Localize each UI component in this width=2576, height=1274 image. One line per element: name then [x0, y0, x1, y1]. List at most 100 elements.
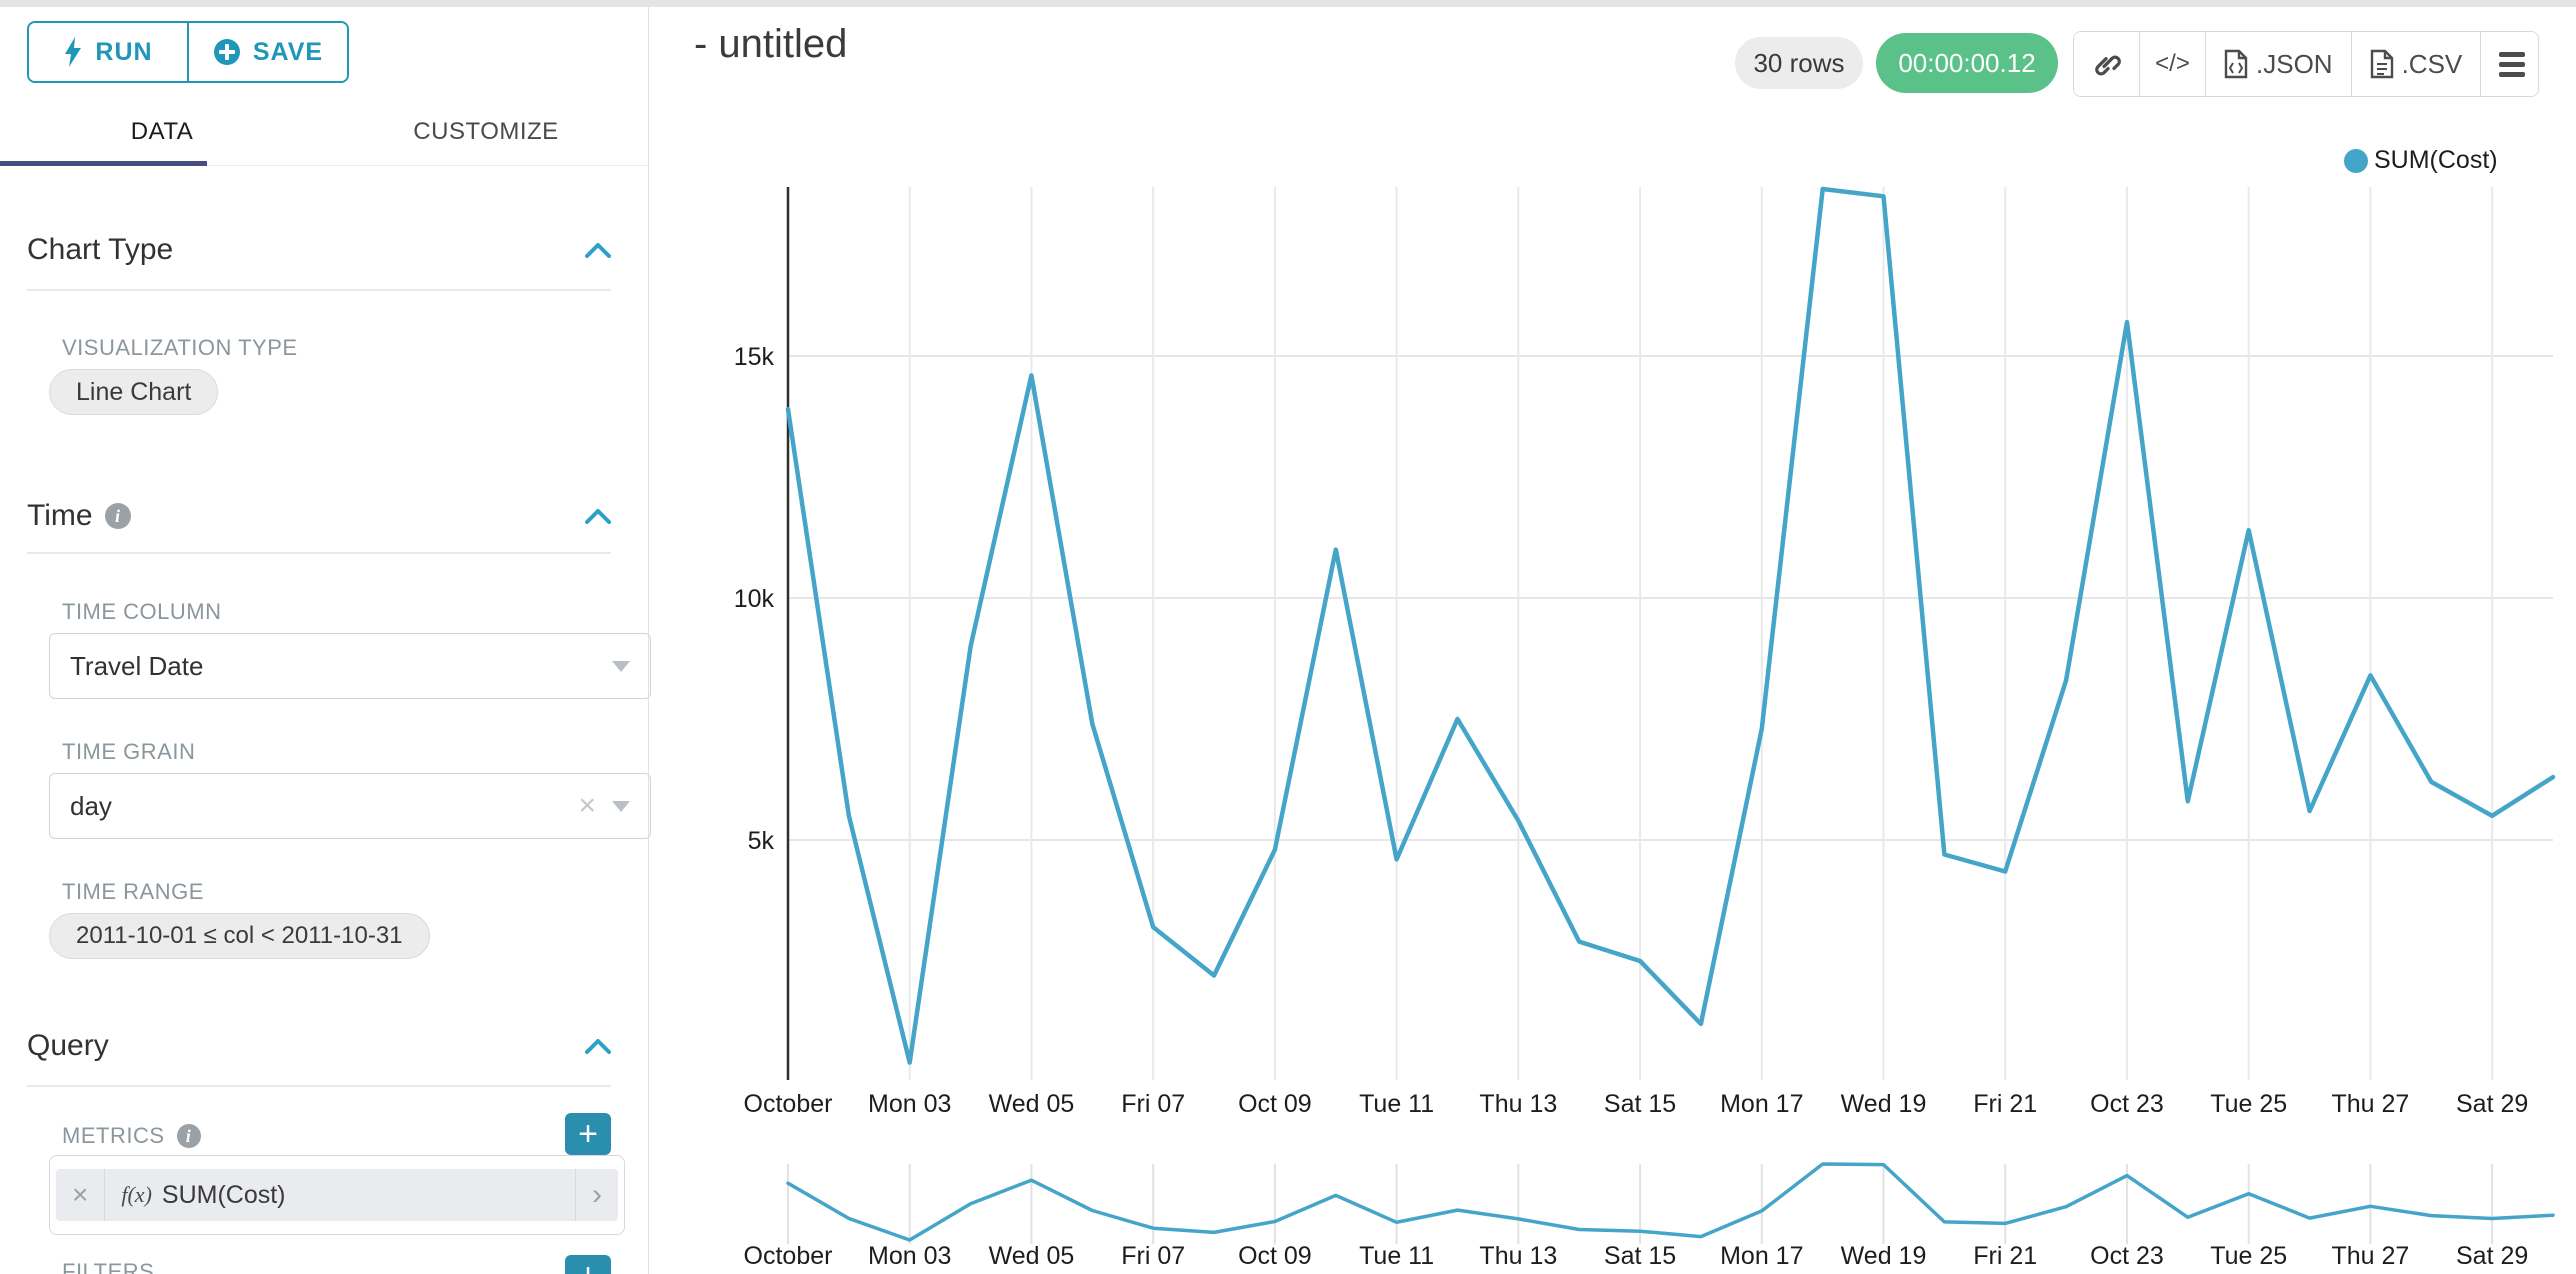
time-column-select[interactable]: Travel Date: [49, 633, 651, 699]
svg-text:Oct 09: Oct 09: [1238, 1242, 1312, 1270]
section-chart-type-header[interactable]: Chart Type: [27, 233, 611, 267]
chevron-up-icon[interactable]: [585, 242, 611, 258]
run-button-label: RUN: [95, 37, 153, 66]
query-timer-badge: 00:00:00.12: [1876, 33, 2058, 93]
caret-down-icon: [612, 660, 630, 672]
tab-customize[interactable]: CUSTOMIZE: [413, 118, 559, 145]
svg-text:Tue 11: Tue 11: [1359, 1090, 1434, 1118]
metric-name: SUM(Cost): [161, 1180, 286, 1209]
chart-menu-button[interactable]: [2481, 32, 2538, 96]
svg-text:October: October: [744, 1242, 833, 1270]
svg-text:Wed 19: Wed 19: [1841, 1242, 1927, 1270]
svg-text:October: October: [744, 1090, 833, 1118]
legend-series-dot: [2344, 148, 2368, 173]
range-brush-minichart[interactable]: October Mon 03 Wed 05 Fri 07 Oct 09 Tue 11 Thu…: [744, 1162, 2555, 1270]
time-column-value: Travel Date: [70, 650, 204, 681]
visualization-type-pill[interactable]: Line Chart: [49, 369, 219, 415]
section-divider: [27, 1085, 611, 1087]
svg-text:Wed 05: Wed 05: [989, 1242, 1075, 1270]
add-filter-button[interactable]: +: [565, 1255, 611, 1274]
lightning-icon: [65, 37, 82, 67]
info-icon[interactable]: i: [176, 1124, 201, 1148]
svg-text:Fri 21: Fri 21: [1973, 1242, 2037, 1270]
svg-text:Sat 15: Sat 15: [1604, 1242, 1676, 1270]
clear-icon[interactable]: ×: [578, 789, 596, 822]
remove-metric-icon[interactable]: ×: [72, 1179, 89, 1210]
visualization-type-label: VISUALIZATION TYPE: [62, 335, 298, 360]
export-button-group: </> .JSON .CSV: [2073, 31, 2539, 97]
chevron-up-icon[interactable]: [585, 508, 611, 524]
row-count-badge: 30 rows: [1735, 37, 1863, 89]
section-divider: [27, 552, 611, 554]
plus-circle-icon: [213, 39, 240, 65]
svg-text:5k: 5k: [748, 827, 775, 855]
svg-text:Fri 07: Fri 07: [1121, 1090, 1185, 1118]
run-button[interactable]: RUN: [29, 23, 187, 81]
metrics-container: × f(x) SUM(Cost) ›: [49, 1155, 625, 1235]
svg-text:Thu 27: Thu 27: [2331, 1242, 2409, 1270]
section-query-title: Query: [27, 1029, 109, 1062]
metric-pill[interactable]: × f(x) SUM(Cost) ›: [56, 1169, 618, 1221]
section-time-header[interactable]: Time i: [27, 499, 611, 533]
export-json-button[interactable]: .JSON: [2206, 32, 2352, 96]
run-save-button-group: RUN SAVE: [27, 21, 349, 83]
divider: [104, 1169, 106, 1221]
file-code-icon: [2224, 49, 2248, 79]
section-time-title: Time: [27, 499, 93, 532]
section-time-title-wrap: Time i: [27, 499, 131, 533]
metrics-label-wrap: METRICS i: [62, 1123, 201, 1149]
svg-text:Oct 23: Oct 23: [2090, 1090, 2164, 1118]
code-icon: </>: [2155, 50, 2190, 77]
chart-legend[interactable]: SUM(Cost): [2344, 146, 2498, 175]
chevron-up-icon[interactable]: [585, 1038, 611, 1054]
tab-data[interactable]: DATA: [130, 118, 194, 145]
expand-metric-icon[interactable]: ›: [592, 1178, 602, 1211]
section-query-header[interactable]: Query: [27, 1029, 611, 1063]
svg-text:Fri 07: Fri 07: [1121, 1242, 1185, 1270]
svg-text:Oct 23: Oct 23: [2090, 1242, 2164, 1270]
export-csv-button[interactable]: .CSV: [2351, 32, 2482, 96]
info-icon[interactable]: i: [104, 503, 131, 529]
metrics-label: METRICS: [62, 1123, 165, 1148]
filters-label: FILTERS: [62, 1259, 155, 1274]
time-grain-select[interactable]: day ×: [49, 773, 651, 839]
chart-gridlines: [788, 187, 2553, 1080]
export-csv-label: .CSV: [2401, 48, 2463, 79]
svg-text:Tue 25: Tue 25: [2210, 1090, 2287, 1118]
svg-text:Thu 13: Thu 13: [1479, 1242, 1557, 1270]
share-link-button[interactable]: [2074, 32, 2140, 96]
view-query-button[interactable]: </>: [2140, 32, 2206, 96]
svg-text:Mon 03: Mon 03: [868, 1090, 951, 1118]
svg-text:Thu 13: Thu 13: [1479, 1090, 1557, 1118]
svg-text:Wed 05: Wed 05: [989, 1090, 1075, 1118]
add-metric-button[interactable]: +: [565, 1113, 611, 1155]
svg-text:Sat 15: Sat 15: [1604, 1090, 1676, 1118]
section-divider: [27, 289, 611, 291]
export-json-label: .JSON: [2256, 48, 2333, 79]
svg-text:10k: 10k: [734, 585, 775, 613]
link-icon: [2095, 55, 2121, 76]
legend-series-label: SUM(Cost): [2374, 146, 2498, 174]
active-tab-underline: [0, 161, 207, 166]
sidebar-tabs: DATA CUSTOMIZE: [0, 99, 648, 166]
svg-text:Mon 03: Mon 03: [868, 1242, 951, 1270]
save-button-label: SAVE: [252, 37, 324, 66]
time-column-label: TIME COLUMN: [62, 599, 222, 624]
time-grain-value: day: [70, 790, 112, 821]
window-top-strip: [0, 0, 2576, 7]
svg-text:Sat 29: Sat 29: [2456, 1242, 2528, 1270]
svg-text:Thu 27: Thu 27: [2331, 1090, 2409, 1118]
metric-label-wrap: f(x) SUM(Cost): [105, 1169, 575, 1221]
hamburger-icon: [2499, 51, 2526, 77]
fx-icon: f(x): [121, 1182, 152, 1207]
svg-text:Fri 21: Fri 21: [1973, 1090, 2037, 1118]
svg-text:Sat 29: Sat 29: [2456, 1090, 2528, 1118]
control-sidebar: RUN SAVE DATA CUSTOMIZE Chart Type VISUA…: [0, 7, 651, 1274]
svg-text:Wed 19: Wed 19: [1841, 1090, 1927, 1118]
chart-title[interactable]: - untitled: [694, 22, 848, 66]
save-button[interactable]: SAVE: [187, 23, 347, 81]
caret-down-icon: [612, 800, 630, 812]
chart-series-line[interactable]: [785, 186, 2556, 1065]
time-range-pill[interactable]: 2011-10-01 ≤ col < 2011-10-31: [49, 913, 430, 959]
time-grain-label: TIME GRAIN: [62, 739, 196, 764]
